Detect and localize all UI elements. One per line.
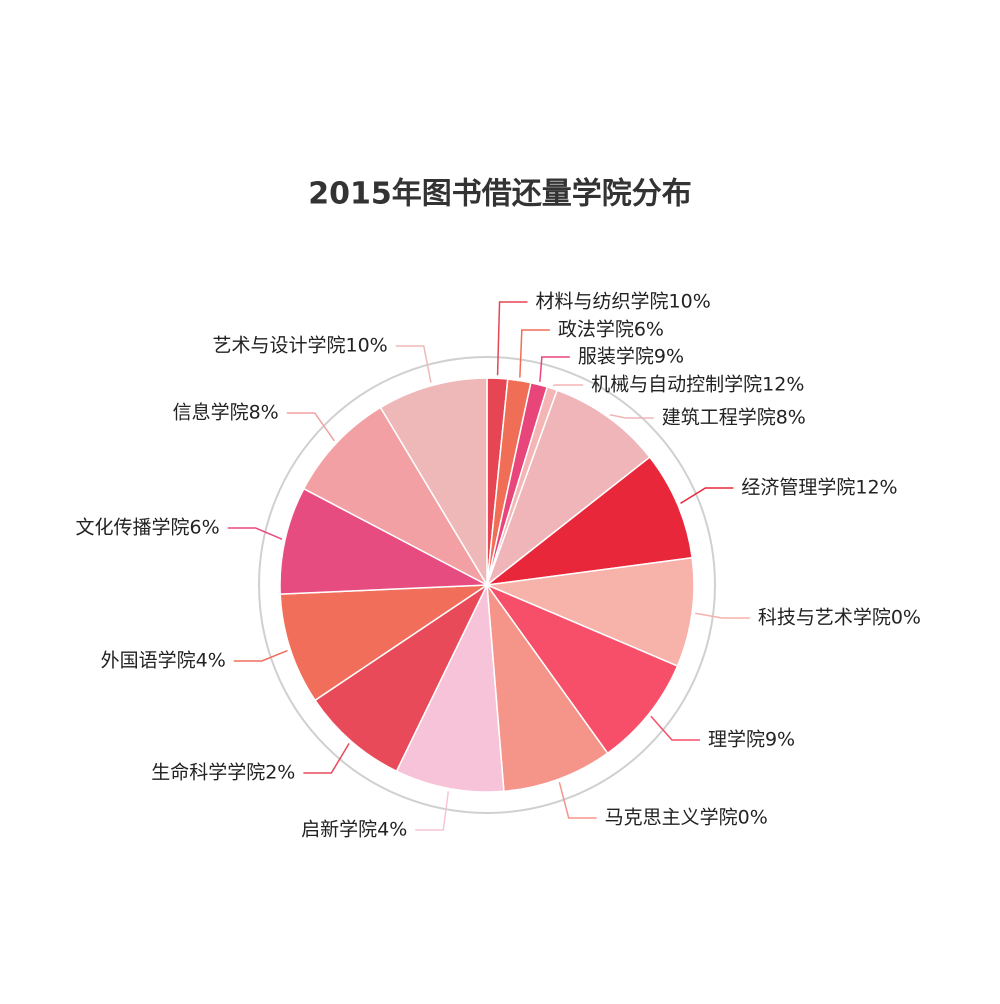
slice-label: 机械与自动控制学院12% (591, 374, 804, 396)
leader-line (233, 649, 288, 662)
leader-line (680, 487, 734, 505)
leader-line (694, 612, 750, 619)
slice-label: 外国语学院4% (101, 650, 226, 672)
pie-slice (279, 584, 490, 702)
leader-line (286, 412, 335, 442)
slice-label: 经济管理学院12% (741, 477, 897, 499)
leader-line (552, 384, 584, 387)
pie-slice (379, 377, 488, 588)
slice-label: 马克思主义学院0% (605, 807, 768, 829)
slice-label: 生命科学学院2% (151, 762, 295, 784)
leader-line (496, 301, 528, 376)
pie-slice (484, 583, 679, 755)
pie-slice (314, 582, 489, 773)
leader-line (558, 781, 597, 819)
leader-line (539, 356, 570, 382)
leader-line (227, 527, 283, 540)
slice-label: 科技与艺术学院0% (758, 607, 921, 629)
leader-line (650, 715, 700, 741)
leader-line (395, 345, 432, 383)
slice-label: 启新学院4% (301, 819, 407, 841)
slice-label: 信息学院8% (173, 402, 279, 424)
pie-slice (484, 456, 694, 587)
slice-label: 建筑工程学院8% (662, 407, 806, 429)
slice-label: 文化传播学院6% (76, 517, 220, 539)
leader-line (519, 329, 550, 378)
pie-slice (485, 389, 651, 588)
pie-slice (484, 556, 695, 667)
leader-line (415, 791, 450, 831)
slice-label: 理学院9% (708, 729, 795, 751)
outer-ring (258, 356, 716, 814)
pie-slice (486, 582, 609, 793)
slice-label: 服装学院9% (578, 346, 684, 368)
pie-slice (302, 406, 490, 587)
chart-title: 2015年图书借还量学院分布 (308, 177, 692, 212)
pie-slice (279, 487, 490, 595)
leader-line (609, 413, 654, 419)
slice-label: 材料与纺织学院10% (536, 291, 711, 313)
pie-slice (395, 582, 505, 793)
leader-line (303, 743, 350, 774)
slice-label: 艺术与设计学院10% (213, 335, 388, 357)
slice-label: 政法学院6% (558, 319, 664, 341)
